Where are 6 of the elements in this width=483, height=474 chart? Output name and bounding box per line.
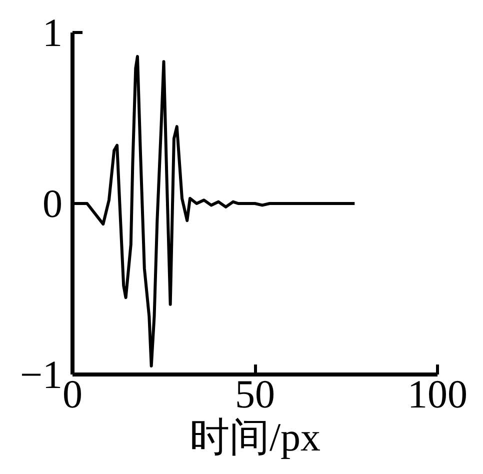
x-tick-label: 100 — [408, 372, 468, 416]
y-tick-label: −1 — [20, 352, 63, 397]
y-tick-label: 0 — [42, 181, 62, 226]
x-tick-label: 50 — [235, 372, 275, 416]
y-tick-label: 1 — [42, 10, 62, 55]
x-axis-title: 时间/px — [189, 414, 321, 460]
